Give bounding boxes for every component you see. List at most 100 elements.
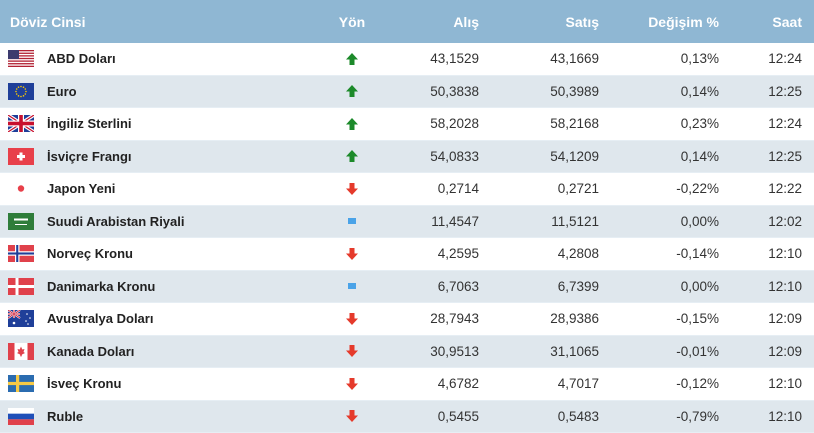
jp-flag-icon	[8, 180, 34, 197]
no-change-icon	[348, 283, 356, 289]
table-row[interactable]: İsveç Kronu 4,6782 4,7017 -0,12% 12:10	[0, 368, 814, 401]
direction-cell	[322, 401, 382, 433]
change-percent: 0,13%	[681, 43, 719, 75]
currency-name[interactable]: Euro	[47, 84, 77, 99]
table-row[interactable]: Japon Yeni 0,2714 0,2721 -0,22% 12:22	[0, 173, 814, 206]
direction-cell	[322, 43, 382, 75]
sell-price: 6,7399	[558, 271, 599, 303]
currency-name-cell[interactable]: Ruble	[8, 401, 83, 433]
currency-name[interactable]: ABD Doları	[47, 51, 116, 66]
buy-price: 4,2595	[438, 238, 479, 270]
table-row[interactable]: Avustralya Doları 28,7943 28,9386 -0,15%…	[0, 303, 814, 336]
currency-name[interactable]: İsviçre Frangı	[47, 149, 132, 164]
table-row[interactable]: Suudi Arabistan Riyali 11,4547 11,5121 0…	[0, 206, 814, 239]
buy-price: 50,3838	[430, 76, 479, 108]
table-row[interactable]: İngiliz Sterlini 58,2028 58,2168 0,23% 1…	[0, 108, 814, 141]
ch-flag-icon	[8, 148, 34, 165]
update-time: 12:09	[768, 303, 802, 335]
currency-name[interactable]: Ruble	[47, 409, 83, 424]
buy-price: 28,7943	[430, 303, 479, 335]
direction-cell	[322, 173, 382, 205]
sell-price: 43,1669	[550, 43, 599, 75]
currency-name-cell[interactable]: İngiliz Sterlini	[8, 108, 132, 140]
header-buy[interactable]: Alış	[453, 0, 479, 43]
currency-name-cell[interactable]: Suudi Arabistan Riyali	[8, 206, 185, 238]
change-percent: 0,00%	[681, 271, 719, 303]
up-arrow-icon	[345, 117, 359, 131]
sell-price: 0,2721	[558, 173, 599, 205]
ru-flag-icon	[8, 408, 34, 425]
currency-name-cell[interactable]: Danimarka Kronu	[8, 271, 155, 303]
change-percent: 0,23%	[681, 108, 719, 140]
up-arrow-icon	[345, 84, 359, 98]
header-direction[interactable]: Yön	[322, 0, 382, 43]
direction-cell	[322, 238, 382, 270]
sell-price: 54,1209	[550, 141, 599, 173]
change-percent: 0,14%	[681, 76, 719, 108]
table-row[interactable]: Norveç Kronu 4,2595 4,2808 -0,14% 12:10	[0, 238, 814, 271]
buy-price: 43,1529	[430, 43, 479, 75]
change-percent: -0,14%	[676, 238, 719, 270]
us-flag-icon	[8, 50, 34, 67]
currency-name[interactable]: Kanada Doları	[47, 344, 134, 359]
direction-cell	[322, 76, 382, 108]
direction-cell	[322, 206, 382, 238]
currency-name-cell[interactable]: Norveç Kronu	[8, 238, 133, 270]
currency-name-cell[interactable]: ABD Doları	[8, 43, 116, 75]
currency-name-cell[interactable]: Euro	[8, 76, 77, 108]
header-currency[interactable]: Döviz Cinsi	[10, 0, 85, 43]
currency-name-cell[interactable]: Japon Yeni	[8, 173, 115, 205]
currency-name[interactable]: İsveç Kronu	[47, 376, 121, 391]
direction-cell	[322, 108, 382, 140]
direction-cell	[322, 336, 382, 368]
down-arrow-icon	[345, 182, 359, 196]
uk-flag-icon	[8, 115, 34, 132]
down-arrow-icon	[345, 344, 359, 358]
au-flag-icon	[8, 310, 34, 327]
table-row[interactable]: Danimarka Kronu 6,7063 6,7399 0,00% 12:1…	[0, 271, 814, 304]
buy-price: 0,2714	[438, 173, 479, 205]
sell-price: 11,5121	[551, 206, 599, 238]
update-time: 12:25	[768, 141, 802, 173]
currency-name-cell[interactable]: İsveç Kronu	[8, 368, 121, 400]
currency-name[interactable]: Suudi Arabistan Riyali	[47, 214, 185, 229]
currency-name-cell[interactable]: Kanada Doları	[8, 336, 134, 368]
sell-price: 4,2808	[558, 238, 599, 270]
down-arrow-icon	[345, 377, 359, 391]
header-change[interactable]: Değişim %	[648, 0, 719, 43]
currency-name-cell[interactable]: İsviçre Frangı	[8, 141, 132, 173]
update-time: 12:10	[768, 271, 802, 303]
currency-name-cell[interactable]: Avustralya Doları	[8, 303, 153, 335]
currency-name[interactable]: Japon Yeni	[47, 181, 115, 196]
sell-price: 31,1065	[550, 336, 599, 368]
sell-price: 50,3989	[550, 76, 599, 108]
buy-price: 58,2028	[430, 108, 479, 140]
header-sell[interactable]: Satış	[566, 0, 599, 43]
table-body: ABD Doları 43,1529 43,1669 0,13% 12:24 E…	[0, 43, 814, 433]
table-row[interactable]: ABD Doları 43,1529 43,1669 0,13% 12:24	[0, 43, 814, 76]
buy-price: 6,7063	[438, 271, 479, 303]
table-row[interactable]: Ruble 0,5455 0,5483 -0,79% 12:10	[0, 401, 814, 433]
currency-name[interactable]: Danimarka Kronu	[47, 279, 155, 294]
currency-name[interactable]: Norveç Kronu	[47, 246, 133, 261]
no-flag-icon	[8, 245, 34, 262]
table-row[interactable]: Euro 50,3838 50,3989 0,14% 12:25	[0, 76, 814, 109]
change-percent: -0,01%	[676, 336, 719, 368]
se-flag-icon	[8, 375, 34, 392]
currency-name[interactable]: Avustralya Doları	[47, 311, 153, 326]
table-row[interactable]: Kanada Doları 30,9513 31,1065 -0,01% 12:…	[0, 336, 814, 369]
update-time: 12:10	[768, 401, 802, 433]
header-time[interactable]: Saat	[772, 0, 802, 43]
change-percent: -0,12%	[676, 368, 719, 400]
update-time: 12:25	[768, 76, 802, 108]
direction-cell	[322, 303, 382, 335]
currency-name[interactable]: İngiliz Sterlini	[47, 116, 132, 131]
table-header: Döviz Cinsi Yön Alış Satış Değişim % Saa…	[0, 0, 814, 43]
update-time: 12:24	[768, 43, 802, 75]
eu-flag-icon	[8, 83, 34, 100]
buy-price: 54,0833	[430, 141, 479, 173]
table-row[interactable]: İsviçre Frangı 54,0833 54,1209 0,14% 12:…	[0, 141, 814, 174]
buy-price: 4,6782	[438, 368, 479, 400]
up-arrow-icon	[345, 52, 359, 66]
sell-price: 4,7017	[558, 368, 599, 400]
